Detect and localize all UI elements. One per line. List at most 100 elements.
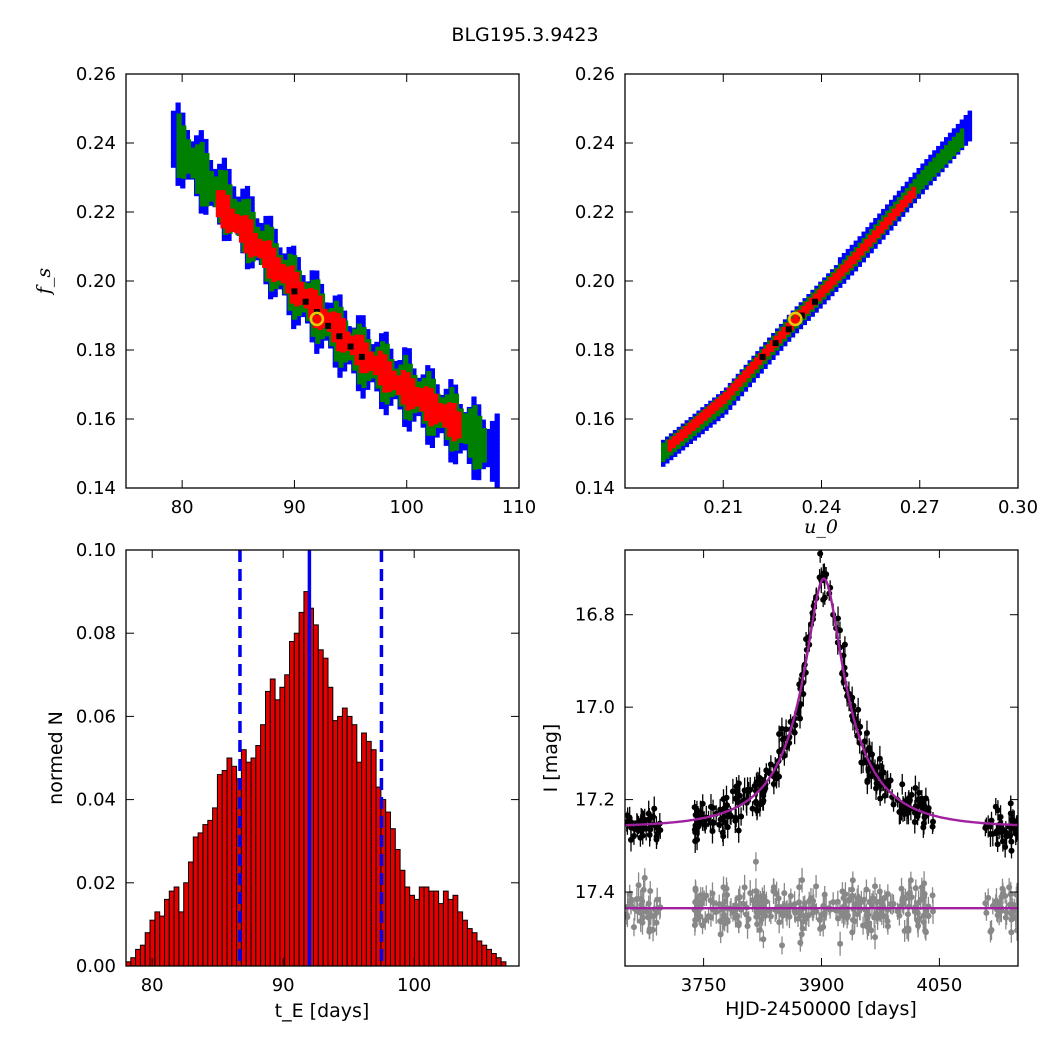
contour-cell-1sigma (400, 370, 406, 375)
contour-cell-3sigma (885, 208, 890, 213)
contour-cell-3sigma (374, 387, 380, 392)
contour-cell-3sigma (806, 294, 811, 299)
hist-bar (481, 944, 488, 966)
contour-cell-3sigma (207, 167, 214, 172)
contour-cell-2sigma (920, 177, 925, 182)
contour-cell-2sigma (199, 157, 205, 162)
contour-cell-2sigma (881, 215, 886, 220)
data-point (884, 891, 891, 898)
best-fit-marker (309, 311, 325, 327)
contour-cell-1sigma (883, 224, 889, 230)
contour-cell-1sigma (832, 276, 838, 281)
contour-cell-1sigma (345, 331, 351, 336)
contour-cell-3sigma (452, 388, 459, 393)
contour-cell-1sigma (852, 259, 857, 265)
contour-cell-3sigma (739, 391, 745, 397)
contour-cell-3sigma (932, 150, 937, 155)
contour-cell-2sigma (477, 449, 483, 454)
contour-cell-3sigma (494, 469, 500, 475)
contour-cell-2sigma (195, 151, 201, 157)
x-tick-label: 0.27 (900, 497, 940, 518)
hist-bar (212, 807, 218, 966)
contour-cell-2sigma (916, 174, 921, 179)
contour-cell-1sigma (423, 401, 430, 406)
contour-cell-2sigma (375, 384, 381, 389)
contour-cell-3sigma (489, 451, 496, 456)
contour-cell-2sigma (241, 206, 247, 211)
contour-cell-3sigma (244, 185, 251, 191)
contour-cell-1sigma (243, 249, 249, 254)
contour-cell-2sigma (273, 280, 279, 286)
contour-cell-2sigma (213, 187, 219, 193)
data-point (899, 781, 906, 788)
contour-cell-2sigma (467, 449, 473, 455)
contour-cell-1sigma (262, 241, 268, 246)
contour-cell-2sigma (185, 161, 191, 167)
contour-cell-3sigma (485, 444, 491, 449)
contour-cell-3sigma (924, 159, 929, 164)
contour-cell-1sigma (359, 342, 365, 347)
contour-cell-3sigma (857, 236, 862, 241)
contour-cell-2sigma (712, 415, 717, 420)
contour-cell-3sigma (494, 447, 500, 452)
data-point (915, 899, 922, 906)
contour-cell-3sigma (207, 160, 214, 165)
contour-cell-3sigma (912, 176, 917, 181)
core-cell (302, 298, 309, 305)
contour-cell-1sigma (797, 317, 802, 322)
contour-cell-3sigma (692, 413, 697, 419)
data-point (863, 886, 870, 893)
contour-cell-2sigma (407, 416, 413, 421)
contour-cell-2sigma (751, 373, 756, 378)
contour-cell-1sigma (871, 234, 877, 239)
contour-cell-2sigma (407, 367, 413, 372)
contour-cell-2sigma (751, 358, 756, 363)
data-point (801, 900, 808, 907)
data-point (741, 787, 748, 794)
contour-cell-1sigma (252, 240, 258, 245)
contour-cell-1sigma (377, 380, 383, 386)
contour-cell-3sigma (704, 404, 709, 409)
hist-bar (250, 757, 257, 966)
contour-cell-1sigma (702, 412, 708, 418)
contour-cell-2sigma (370, 374, 376, 379)
contour-cell-2sigma (955, 132, 961, 138)
contour-cell-2sigma (195, 159, 201, 164)
contour-cell-2sigma (181, 136, 187, 142)
contour-cell-1sigma (868, 234, 873, 240)
contour-cell-1sigma (354, 357, 360, 362)
contour-cell-2sigma (421, 381, 427, 386)
data-point (873, 899, 880, 906)
contour-cell-2sigma (453, 393, 460, 398)
contour-cell-1sigma (238, 223, 245, 228)
contour-cell-1sigma (363, 361, 369, 366)
contour-cell-2sigma (463, 432, 469, 437)
contour-cell-2sigma (421, 419, 427, 424)
contour-cell-3sigma (397, 360, 403, 365)
contour-cell-3sigma (434, 384, 440, 389)
contour-cell-3sigma (268, 291, 274, 296)
contour-cell-1sigma (856, 251, 861, 257)
contour-cell-3sigma (374, 341, 380, 347)
contour-cell-1sigma (451, 414, 457, 419)
contour-cell-3sigma (240, 192, 246, 197)
contour-cell-1sigma (275, 264, 282, 270)
contour-cell-3sigma (908, 177, 914, 182)
data-point (835, 615, 842, 622)
data-point (770, 781, 777, 788)
contour-cell-1sigma (848, 260, 853, 265)
core-cell (772, 340, 779, 347)
contour-cell-1sigma (238, 227, 245, 232)
contour-cell-3sigma (892, 195, 898, 200)
contour-cell-3sigma (818, 281, 823, 286)
hist-bar (409, 894, 416, 966)
contour-cell-3sigma (175, 177, 181, 183)
contour-cell-2sigma (467, 412, 473, 417)
contour-cell-3sigma (912, 198, 917, 204)
contour-cell-2sigma (195, 174, 201, 179)
contour-cell-1sigma (456, 419, 462, 424)
contour-cell-1sigma (781, 330, 786, 336)
contour-cell-2sigma (366, 339, 372, 344)
contour-cell-1sigma (907, 191, 912, 196)
contour-cell-1sigma (451, 410, 457, 415)
